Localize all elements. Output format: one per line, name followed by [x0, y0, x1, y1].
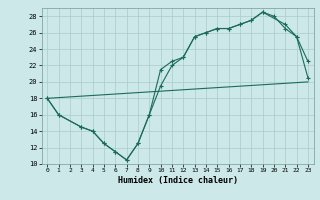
X-axis label: Humidex (Indice chaleur): Humidex (Indice chaleur) [118, 176, 237, 185]
